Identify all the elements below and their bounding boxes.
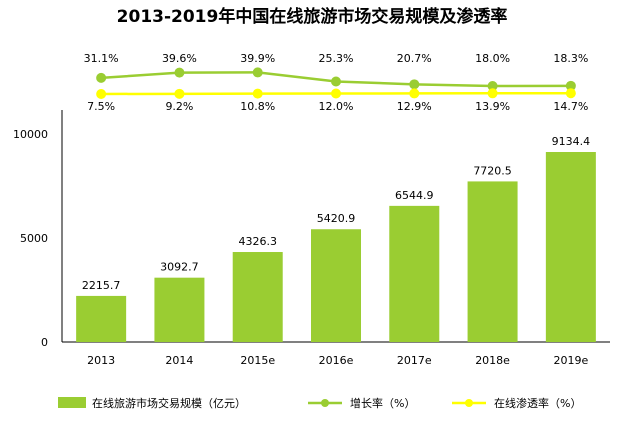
growth-point-2018e (487, 81, 498, 91)
bar-2016e (311, 229, 361, 342)
legend-growth-marker (321, 399, 329, 407)
growth-value-label: 39.9% (240, 52, 275, 65)
penetration-point-2013 (96, 89, 107, 99)
bar-value-label: 4326.3 (238, 235, 277, 248)
bar-2013 (76, 295, 127, 342)
penetration-point-2016e (331, 88, 341, 99)
penetration-point-2018e (487, 88, 498, 99)
x-tick-label: 2017e (397, 354, 432, 367)
x-tick-label: 2013 (87, 354, 115, 367)
penetration-point-2014 (174, 88, 185, 99)
penetration-point-2019e (565, 88, 576, 99)
penetration-value-label: 12.0% (319, 100, 354, 113)
penetration-value-label: 9.2% (165, 100, 193, 113)
bar-2015e (232, 252, 283, 342)
bar-value-label: 2215.7 (82, 279, 121, 292)
x-tick-label: 2019e (553, 354, 588, 367)
growth-point-2019e (565, 80, 576, 91)
growth-point-2013 (96, 72, 107, 83)
bar-value-label: 9134.4 (552, 135, 591, 148)
bar-2018e (467, 181, 518, 342)
growth-value-label: 31.1% (84, 52, 119, 65)
penetration-value-label: 14.7% (553, 100, 588, 113)
bar-value-label: 3092.7 (160, 261, 199, 274)
growth-value-label: 25.3% (319, 52, 354, 65)
growth-point-2016e (331, 76, 341, 87)
penetration-point-2017e (409, 88, 420, 99)
growth-value-label: 18.0% (475, 52, 510, 65)
bar-value-label: 7720.5 (473, 164, 512, 177)
growth-value-label: 39.6% (162, 52, 197, 65)
bar-2019e (545, 152, 596, 342)
x-tick-label: 2016e (319, 354, 354, 367)
bar-value-label: 6544.9 (395, 189, 434, 202)
chart-title: 2013-2019年中国在线旅游市场交易规模及渗透率 (117, 6, 508, 27)
penetration-value-label: 13.9% (475, 100, 510, 113)
y-tick-label: 5000 (20, 232, 48, 245)
growth-point-2015e (252, 67, 263, 78)
legend-bar-label: 在线旅游市场交易规模（亿元） (92, 396, 246, 410)
growth-value-label: 18.3% (553, 52, 588, 65)
legend-growth-label: 增长率（%） (350, 396, 415, 410)
x-tick-label: 2014 (165, 354, 193, 367)
growth-point-2014 (174, 67, 185, 78)
legend-bar-swatch (58, 397, 86, 408)
bar-value-label: 5420.9 (317, 212, 356, 225)
y-tick-label: 10000 (13, 128, 48, 141)
y-tick-label: 0 (41, 336, 48, 349)
growth-value-label: 20.7% (397, 52, 432, 65)
bar-2017e (389, 205, 440, 342)
penetration-value-label: 10.8% (240, 100, 275, 113)
x-tick-label: 2018e (475, 354, 510, 367)
penetration-point-2015e (252, 88, 263, 99)
x-tick-label: 2015e (240, 354, 275, 367)
bar-2014 (154, 277, 205, 342)
legend-penetration-marker (465, 399, 473, 407)
penetration-value-label: 12.9% (397, 100, 432, 113)
growth-point-2017e (409, 79, 420, 90)
legend-penetration-label: 在线渗透率（%） (494, 396, 581, 410)
penetration-value-label: 7.5% (87, 100, 115, 113)
